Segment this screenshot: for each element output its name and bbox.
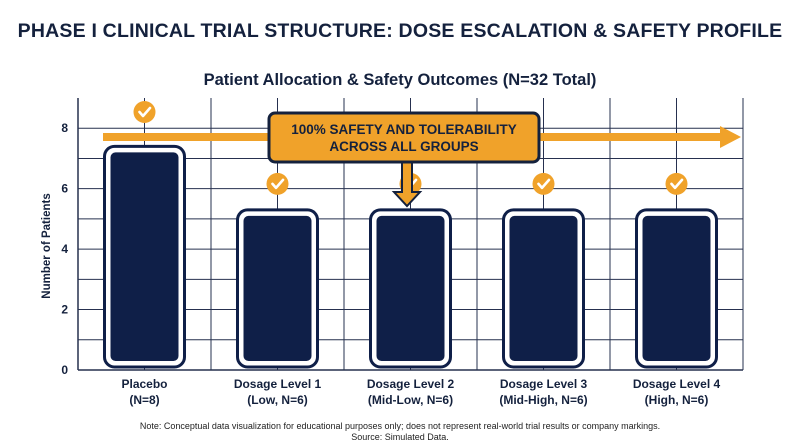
x-tick-label: Dosage Level 3: [500, 377, 588, 391]
callout-line-2: ACROSS ALL GROUPS: [329, 139, 478, 154]
check-circle-icon: [266, 172, 289, 195]
y-tick-label: 6: [61, 182, 68, 196]
x-tick-label: Dosage Level 4: [633, 377, 721, 391]
check-mark: [537, 178, 551, 190]
x-tick-sublabel: (N=8): [129, 393, 159, 407]
callout-pointer-arrow: [391, 159, 423, 208]
x-tick-sublabel: (High, N=6): [645, 393, 709, 407]
footnote-note: Note: Conceptual data visualization for …: [139, 421, 661, 431]
y-tick-label: 0: [61, 363, 68, 377]
check-circle: [133, 101, 156, 123]
bar: [110, 152, 179, 361]
footnote: Note: Conceptual data visualization for …: [0, 421, 800, 443]
check-circle-icon: [665, 172, 688, 195]
footnote-source: Source: Simulated Data.: [351, 432, 449, 442]
page-title: PHASE I CLINICAL TRIAL STRUCTURE: DOSE E…: [17, 20, 783, 42]
callout-line-1: 100% SAFETY AND TOLERABILITY: [291, 122, 517, 137]
check-mark: [670, 178, 684, 190]
check-mark: [271, 178, 285, 190]
check-circle: [532, 172, 555, 195]
y-tick-label: 4: [61, 242, 68, 256]
x-tick-sublabel: (Mid-High, N=6): [499, 393, 587, 407]
callout-box: [267, 111, 541, 164]
x-tick-sublabel: (Mid-Low, N=6): [368, 393, 453, 407]
check-circle: [266, 172, 289, 195]
y-axis-label: Number of Patients: [41, 193, 53, 298]
x-tick-label: Dosage Level 2: [367, 377, 455, 391]
x-tick-label: Placebo: [121, 377, 167, 391]
arrow-right-icon: [720, 126, 741, 148]
y-tick-label: 8: [61, 121, 68, 135]
check-circle-icon: [133, 101, 156, 123]
x-tick-label: Dosage Level 1: [234, 377, 322, 391]
axes: 0 2 4 6 8: [61, 98, 743, 377]
check-mark: [138, 106, 152, 118]
bar: [642, 215, 711, 361]
check-circle-icon: [532, 172, 555, 195]
safety-callout: 100% SAFETY AND TOLERABILITY ACROSS ALL …: [267, 111, 541, 208]
bar: [243, 215, 312, 361]
bar: [509, 215, 578, 361]
x-tick-labels: Placebo (N=8) Dosage Level 1 (Low, N=6) Dosa…: [121, 377, 720, 407]
chart-title: Patient Allocation & Safety Outcomes (N=…: [203, 71, 597, 89]
check-circle: [665, 172, 688, 195]
bar: [376, 215, 445, 361]
bars: [103, 144, 718, 369]
x-tick-sublabel: (Low, N=6): [247, 393, 308, 407]
y-tick-label: 2: [61, 303, 68, 317]
